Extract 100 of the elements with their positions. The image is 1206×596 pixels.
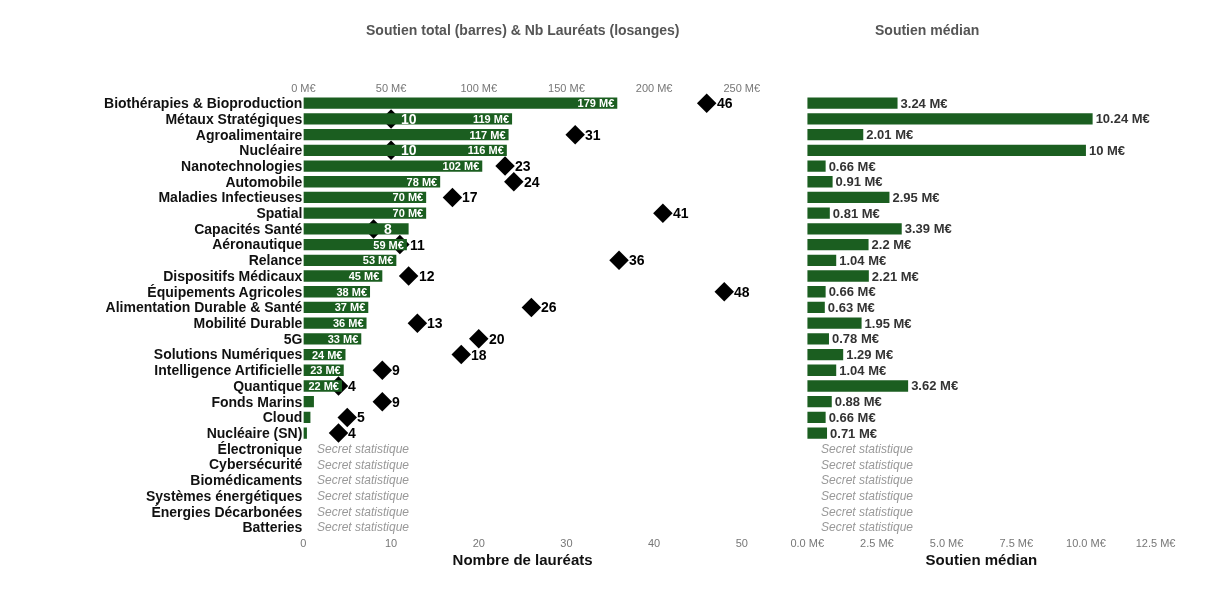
- annotation: Secret statistique: [317, 489, 410, 503]
- data-label: 2.21 M€: [871, 268, 919, 284]
- data-label: 119 M€: [472, 112, 510, 125]
- y-tick-label: Solutions Numériques: [153, 346, 303, 363]
- data-label: 0.63 M€: [827, 299, 875, 315]
- annotation: Secret statistique: [821, 505, 914, 519]
- data-label: 9: [392, 362, 400, 378]
- y-tick-label: 5G: [283, 330, 303, 347]
- data-label: 0.71 M€: [830, 425, 878, 441]
- data-label: 11: [410, 237, 426, 253]
- x-tick-label: 10: [384, 537, 398, 550]
- x-tick-label: 30: [560, 537, 573, 550]
- annotation: Secret statistique: [317, 505, 410, 519]
- x-axis-title: Soutien médian: [925, 551, 1038, 569]
- y-tick-label: Batteries: [242, 519, 303, 536]
- data-label: 70 M€: [392, 207, 424, 220]
- data-label: 37 M€: [334, 301, 366, 314]
- data-label: 4: [348, 378, 356, 394]
- data-label: 33 M€: [327, 332, 359, 345]
- annotation: Secret statistique: [317, 473, 410, 487]
- data-label: 0.91 M€: [835, 174, 883, 190]
- y-tick-label: Capacités Santé: [194, 220, 303, 237]
- data-label: 10 M€: [1088, 142, 1126, 158]
- y-tick-label: Nanotechnologies: [181, 157, 303, 174]
- annotation: Secret statistique: [317, 458, 410, 472]
- data-label: 3.39 M€: [904, 221, 952, 237]
- y-tick-label: Systèmes énergétiques: [146, 487, 303, 504]
- y-tick-label: Automobile: [225, 173, 303, 190]
- data-label: 41: [673, 205, 689, 221]
- chart-title: Soutien médian: [875, 22, 980, 38]
- x-tick-label: 5.0 M€: [929, 537, 964, 550]
- data-label: 8: [384, 221, 392, 237]
- data-label: 53 M€: [362, 254, 394, 267]
- data-label: 5: [357, 409, 365, 425]
- data-label: 1.04 M€: [839, 252, 887, 268]
- y-tick-label: Équipements Agricoles: [147, 283, 303, 300]
- y-tick-label: Aéronautique: [212, 236, 303, 253]
- annotation: Secret statistique: [821, 520, 914, 534]
- data-label: 26: [541, 299, 557, 315]
- data-label: 23 M€: [310, 364, 341, 377]
- data-label: 0.66 M€: [828, 284, 876, 300]
- y-tick-label: Cybersécurité: [209, 456, 303, 473]
- x-tick-label: 20: [472, 537, 485, 550]
- annotation: Secret statistique: [317, 442, 410, 456]
- data-label: 24: [524, 174, 540, 190]
- x-tick-label: 10.0 M€: [1066, 537, 1106, 550]
- data-label: 22 M€: [308, 379, 339, 392]
- annotation: Secret statistique: [317, 520, 410, 534]
- data-label: 46: [717, 95, 733, 111]
- y-tick-label: Énergies Décarbonées: [151, 503, 303, 520]
- y-tick-label: Biomédicaments: [190, 472, 303, 489]
- y-tick-label: Nucléaire (SN): [206, 425, 303, 441]
- data-label: 70 M€: [392, 191, 424, 204]
- data-label: 0.88 M€: [834, 394, 882, 410]
- y-tick-label: Métaux Stratégiques: [165, 110, 303, 127]
- y-tick-label: Mobilité Durable: [193, 315, 303, 332]
- chart-title: Soutien total (barres) & Nb Lauréats (losanges): [366, 22, 680, 38]
- x-axis-title: Nombre de lauréats: [452, 551, 593, 569]
- y-tick-label: Relance: [248, 252, 303, 269]
- data-label: 2.95 M€: [892, 189, 940, 205]
- y-tick-label: Maladies Infectieuses: [158, 189, 303, 206]
- annotation: Secret statistique: [821, 442, 914, 456]
- x-tick-label: 0.0 M€: [790, 537, 825, 550]
- data-label: 36 M€: [332, 317, 364, 330]
- data-label: 179 M€: [577, 97, 615, 110]
- data-label: 48: [734, 284, 750, 300]
- annotation: Secret statistique: [821, 473, 914, 487]
- data-label: 10: [401, 111, 417, 127]
- data-label: 102 M€: [442, 160, 480, 173]
- data-label: 23: [515, 158, 531, 174]
- data-label: 2.01 M€: [866, 127, 914, 143]
- x2-tick-label: 150 M€: [548, 82, 585, 95]
- data-label: 78 M€: [406, 175, 438, 188]
- y-tick-label: Quantique: [233, 377, 303, 394]
- y-tick-label: Agroalimentaire: [195, 126, 303, 143]
- y-tick-label: Alimentation Durable & Santé: [105, 299, 303, 316]
- data-label: 3.62 M€: [911, 378, 959, 394]
- data-label: 10: [401, 142, 417, 158]
- x-tick-label: 40: [647, 537, 661, 550]
- x-tick-label: 0: [300, 537, 307, 550]
- data-label: 59 M€: [373, 238, 404, 251]
- data-label: 10.24 M€: [1095, 111, 1150, 127]
- data-label: 3.24 M€: [900, 95, 948, 111]
- data-label: 38 M€: [336, 285, 368, 298]
- data-label: 45 M€: [348, 270, 380, 283]
- data-label: 1.04 M€: [839, 362, 887, 378]
- data-label: 1.29 M€: [846, 347, 894, 363]
- x2-tick-label: 50 M€: [375, 82, 407, 95]
- y-tick-label: Cloud: [262, 409, 303, 426]
- x2-tick-label: 100 M€: [460, 82, 498, 95]
- x2-tick-label: 250 M€: [723, 82, 761, 95]
- y-tick-label: Dispositifs Médicaux: [163, 267, 303, 284]
- x2-tick-label: 200 M€: [635, 82, 673, 95]
- data-label: 18: [471, 347, 487, 363]
- data-label: 20: [489, 331, 505, 347]
- data-label: 0.66 M€: [828, 409, 876, 425]
- x-tick-label: 12.5 M€: [1135, 537, 1176, 550]
- x-tick-label: 2.5 M€: [860, 537, 894, 550]
- annotation: Secret statistique: [821, 489, 914, 503]
- data-label: 24 M€: [311, 348, 343, 361]
